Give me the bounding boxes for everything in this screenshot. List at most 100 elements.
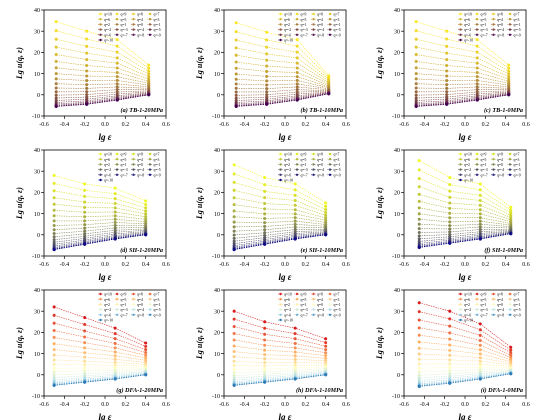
legend-entry: q=1 (121, 23, 127, 27)
series-q-9 (232, 172, 328, 208)
data-point (83, 188, 87, 192)
panel-label: (h) DFA-1-10MPa (296, 387, 343, 394)
data-point (263, 224, 267, 228)
data-point (448, 241, 452, 245)
x-tick-label: 0.0 (461, 122, 469, 128)
data-point (478, 212, 482, 216)
legend-marker (328, 12, 332, 16)
series-q-5 (234, 60, 331, 86)
legend-entry: q=10 (464, 293, 472, 297)
legend-entry: q=3 (514, 158, 520, 162)
legend-entry: q=-5 (334, 308, 341, 312)
legend-marker (475, 28, 479, 31)
series-line (234, 371, 326, 381)
legend-entry: q=2 (104, 303, 110, 307)
series-line (54, 232, 146, 247)
legend-entry: q=10 (464, 13, 472, 17)
data-point (263, 221, 267, 225)
series-q-2 (54, 77, 151, 87)
series-q-5 (52, 208, 148, 219)
data-point (113, 377, 117, 381)
series-line (234, 216, 326, 223)
data-point (478, 193, 482, 197)
legend-entry: q=3 (154, 18, 160, 22)
data-point (83, 210, 87, 214)
data-point (232, 344, 236, 348)
x-tick-label: 0.6 (342, 122, 350, 128)
data-point (478, 328, 482, 332)
legend-marker (295, 158, 299, 161)
legend-marker (475, 23, 479, 26)
legend-entry: q=-10 (104, 319, 113, 323)
legend-marker (459, 38, 462, 42)
data-point (52, 181, 56, 185)
legend-marker (475, 18, 479, 21)
legend-entry: q=6 (104, 18, 110, 22)
series-q-6 (52, 202, 148, 216)
data-point (113, 201, 117, 206)
data-point (417, 199, 421, 203)
series-line (234, 190, 326, 213)
legend-entry: q=2 (464, 303, 470, 307)
legend-entry: q=-9 (154, 173, 161, 177)
data-point (232, 172, 236, 176)
legend-entry: q=4 (137, 298, 143, 302)
legend-marker (99, 23, 102, 26)
legend-entry: q=-9 (514, 173, 521, 177)
legend-entry: q=7 (334, 153, 340, 157)
series-line (419, 228, 511, 233)
x-tick-label: -0.2 (80, 402, 90, 408)
x-tick-label: -0.4 (240, 122, 250, 128)
data-point (144, 344, 148, 348)
legend-marker (459, 303, 462, 306)
series-line (416, 92, 509, 101)
series-line (419, 368, 511, 373)
legend-marker (328, 28, 332, 31)
series-q--10 (232, 233, 328, 252)
legend-marker (279, 12, 282, 16)
legend-entry: q=4 (137, 158, 143, 162)
data-point (263, 231, 267, 235)
data-point (265, 64, 269, 68)
data-point (324, 344, 328, 348)
series-line (419, 207, 511, 222)
data-point (507, 69, 511, 73)
x-axis-label: lg ε (459, 272, 472, 282)
series-line (419, 358, 511, 366)
series-q-7 (52, 328, 148, 355)
data-point (445, 63, 449, 68)
panel-label: (d) SH-1-20MPa (120, 247, 163, 254)
legend-marker (132, 292, 135, 296)
legend-marker (492, 313, 495, 316)
y-tick-label: 10 (34, 72, 40, 78)
legend-entry: q=10 (284, 293, 292, 297)
legend-marker (115, 313, 119, 316)
data-point (293, 354, 297, 358)
legend-marker (492, 33, 495, 36)
legend-marker (508, 303, 512, 306)
legend-entry: q=-9 (514, 313, 521, 317)
legend-entry: q=-4 (137, 28, 144, 32)
data-point (115, 75, 119, 79)
data-point (324, 337, 328, 341)
legend-marker (475, 303, 479, 306)
legend-marker (295, 12, 299, 16)
legend-marker (148, 33, 152, 36)
data-point (478, 377, 482, 381)
data-point (417, 185, 421, 189)
series-q-8 (414, 37, 511, 73)
series-line (234, 368, 326, 373)
series-line (419, 371, 511, 381)
x-tick-label: 0.6 (522, 402, 530, 408)
series-line (54, 222, 146, 226)
data-point (54, 20, 58, 24)
data-point (83, 205, 87, 209)
data-point (295, 82, 299, 86)
legend-entry: q=6 (104, 298, 110, 302)
series-q-3 (232, 355, 328, 363)
data-point (445, 29, 449, 33)
data-point (52, 235, 56, 239)
legend-entry: q=7 (514, 153, 520, 157)
legend-marker (279, 173, 282, 176)
series-q-7 (232, 331, 328, 352)
